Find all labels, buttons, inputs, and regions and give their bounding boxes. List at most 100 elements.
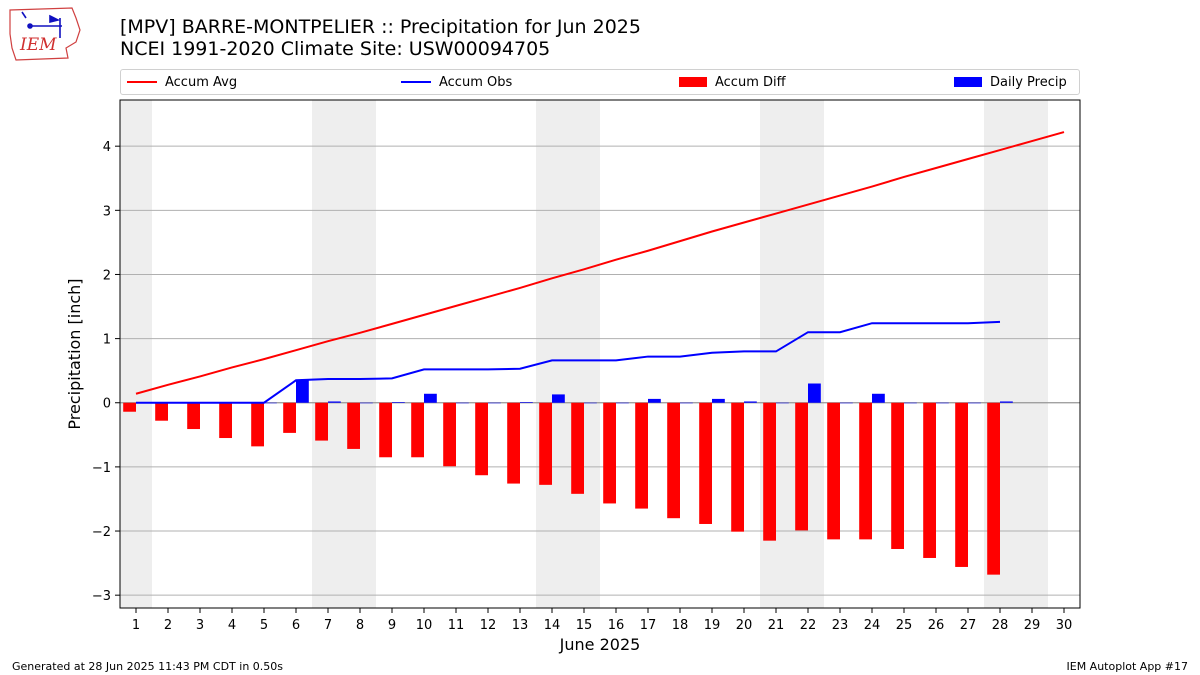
daily-precip-bar: [392, 402, 405, 403]
weekend-band: [312, 100, 376, 608]
x-tick-label: 7: [324, 618, 332, 633]
accum-diff-bar: [571, 402, 584, 494]
daily-precip-bar: [264, 402, 277, 404]
accum-diff-bar: [731, 402, 744, 532]
weekend-band: [536, 100, 600, 608]
daily-precip-bar: [616, 402, 629, 404]
x-axis: 1 2 3 4 5 6 7 8 9 10 11 12 13 14 15 16 17 18 19 20 21 22 23 24 2…: [132, 608, 1072, 633]
y-tick-label: 3: [103, 204, 111, 219]
daily-precip-bar: [776, 402, 789, 404]
daily-precip-bar: [680, 402, 693, 404]
x-axis-label: June 2025: [559, 635, 641, 654]
chart-legend: Accum Avg Accum Obs Accum Diff Daily Pre…: [120, 69, 1080, 95]
accum-diff-bar: [251, 402, 264, 447]
legend-swatch-accum-avg: [127, 81, 157, 83]
weekend-band: [120, 100, 152, 608]
y-tick-label: 1: [103, 333, 111, 348]
x-tick-label: 14: [544, 618, 561, 633]
x-tick-label: 23: [832, 618, 849, 633]
x-tick-label: 10: [416, 618, 433, 633]
accum-diff-bar: [539, 402, 552, 485]
x-tick-label: 11: [448, 618, 465, 633]
x-tick-label: 18: [672, 618, 689, 633]
x-tick-label: 16: [608, 618, 625, 633]
x-tick-label: 22: [800, 618, 817, 633]
daily-precip-bar: [1000, 401, 1013, 403]
legend-item-daily-precip: Daily Precip: [954, 70, 1067, 94]
daily-precip-bar: [424, 393, 437, 403]
y-tick-label: 2: [103, 268, 111, 283]
daily-precip-bar: [904, 402, 917, 404]
legend-item-accum-obs: Accum Obs: [401, 70, 512, 94]
x-tick-label: 24: [864, 618, 881, 633]
accum-diff-bar: [315, 402, 328, 441]
plot-frame: [119, 99, 1081, 609]
x-tick-label: 21: [768, 618, 785, 633]
daily-precip-bar: [520, 402, 533, 403]
x-tick-label: 8: [356, 618, 364, 633]
weather-station-icon: [21, 11, 62, 38]
daily-precip-bar: [552, 394, 565, 403]
x-tick-label: 30: [1056, 618, 1073, 633]
daily-precip-bar: [584, 402, 597, 404]
logo-text: IEM: [19, 35, 57, 55]
daily-precip-bar: [936, 402, 949, 404]
legend-label-accum-avg: Accum Avg: [165, 74, 238, 90]
x-tick-label: 19: [704, 618, 721, 633]
legend-item-accum-avg: Accum Avg: [127, 70, 237, 94]
x-tick-label: 25: [896, 618, 913, 633]
x-tick-label: 20: [736, 618, 753, 633]
accum-diff-bar: [219, 402, 232, 439]
accum-diff-bar: [635, 402, 648, 509]
accum-diff-bar: [347, 402, 360, 449]
accum-diff-bar: [155, 402, 168, 421]
accum-diff-bar: [411, 402, 424, 458]
legend-label-daily-precip: Daily Precip: [990, 74, 1067, 90]
x-tick-label: 1: [132, 618, 140, 633]
legend-item-accum-diff: Accum Diff: [679, 70, 786, 94]
legend-label-accum-diff: Accum Diff: [715, 74, 786, 90]
accum-diff-bar: [475, 402, 488, 476]
chart-subtitle: NCEI 1991-2020 Climate Site: USW00094705: [120, 38, 551, 60]
x-tick-label: 17: [640, 618, 657, 633]
y-tick-label: −1: [92, 461, 111, 476]
y-tick-label: −3: [92, 589, 111, 604]
accum-diff-bar: [443, 402, 456, 467]
footer-app-text: IEM Autoplot App #17: [1066, 660, 1189, 673]
x-tick-label: 13: [512, 618, 529, 633]
daily-precip-bar: [872, 393, 885, 403]
y-tick-label: 4: [103, 140, 111, 155]
accum-diff-bar: [123, 402, 136, 412]
x-tick-label: 2: [164, 618, 172, 633]
accum-diff-bar: [667, 402, 680, 519]
legend-label-accum-obs: Accum Obs: [439, 74, 513, 90]
y-tick-label: −2: [92, 525, 111, 540]
footer-generated-text: Generated at 28 Jun 2025 11:43 PM CDT in…: [12, 660, 284, 673]
accum-diff-bar: [763, 402, 776, 541]
accum-diff-bar: [283, 402, 296, 433]
daily-precip-bar: [488, 402, 501, 404]
x-tick-label: 27: [960, 618, 977, 633]
daily-precip-bar: [360, 402, 373, 404]
legend-swatch-accum-diff: [679, 77, 707, 87]
x-tick-label: 28: [992, 618, 1009, 633]
y-axis: −3 −2 −1 0 1 2 3 4: [92, 140, 120, 604]
iem-logo: IEM: [9, 7, 81, 61]
x-tick-label: 6: [292, 618, 300, 633]
accum-diff-bar: [859, 402, 872, 540]
accum-diff-bar: [603, 402, 616, 504]
line-marks: [135, 131, 1065, 404]
y-gridlines: [120, 145, 1080, 596]
accum-diff-bar: [379, 402, 392, 458]
bar-marks: [123, 380, 1013, 575]
iowa-map-logo-icon: [9, 7, 81, 61]
accum-diff-bar: [987, 402, 1000, 575]
accum-diff-bar: [507, 402, 520, 484]
accum-diff-bar: [955, 402, 968, 567]
y-tick-label: 0: [103, 397, 111, 412]
x-tick-label: 15: [576, 618, 593, 633]
daily-precip-bar: [648, 398, 661, 403]
daily-precip-bar: [712, 398, 725, 403]
accum-diff-bar: [699, 402, 712, 524]
